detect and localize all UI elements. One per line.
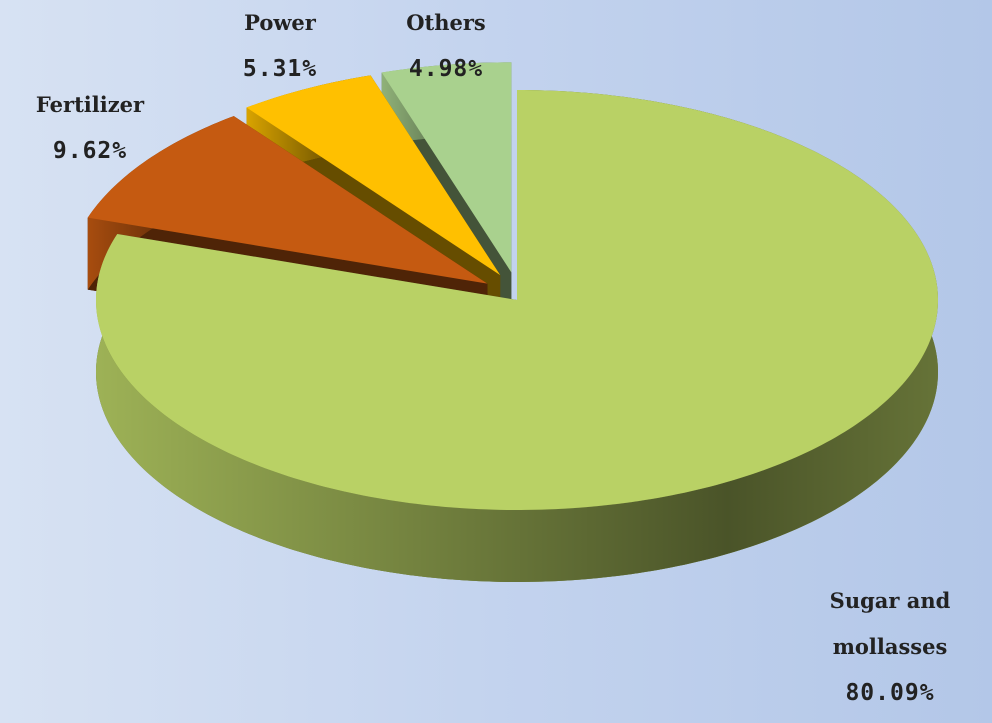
slice (381, 62, 512, 273)
category-label: Power (244, 10, 316, 35)
category-label: Sugar and mollasses (829, 588, 951, 659)
slice (246, 75, 501, 276)
value-label: 9.62% (52, 138, 128, 164)
category-label: Fertilizer (35, 92, 145, 117)
data-label: Sugar and mollasses 80.09% (805, 578, 975, 716)
data-label: Others 4.98% (376, 0, 516, 92)
value-label: 80.09% (845, 680, 935, 706)
value-label: 4.98% (408, 56, 484, 82)
value-label: 5.31% (242, 56, 318, 82)
category-label: Others (406, 10, 486, 35)
slice (87, 116, 488, 284)
slice (96, 90, 938, 510)
data-label: Power 5.31% (210, 0, 350, 92)
data-label: Fertilizer 9.62% (10, 82, 170, 174)
